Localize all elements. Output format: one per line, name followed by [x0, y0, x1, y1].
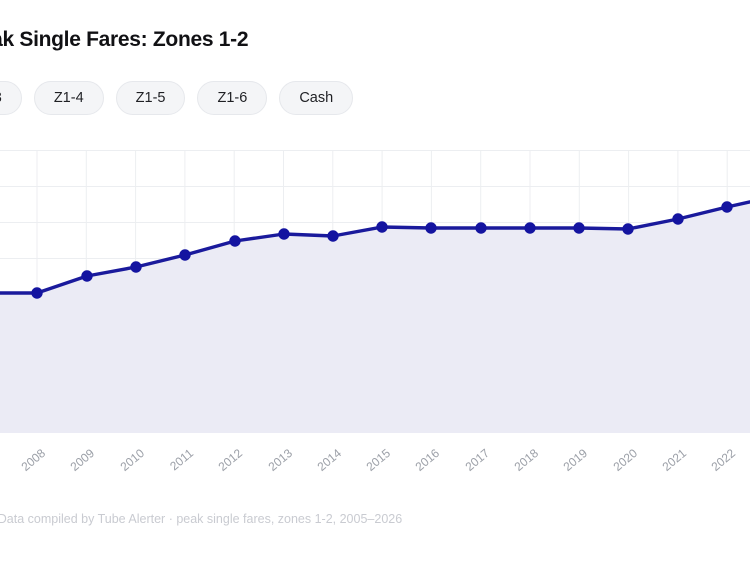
x-tick-label: 2017	[462, 446, 492, 474]
chip-z1-4[interactable]: Z1-4	[33, 81, 104, 115]
data-point-marker	[475, 222, 487, 234]
data-point-marker	[721, 201, 733, 213]
data-point-marker	[31, 287, 43, 299]
data-point-marker	[622, 223, 634, 235]
x-tick-label: 2012	[215, 446, 246, 474]
data-point-marker	[327, 230, 339, 242]
x-axis-tick-labels: 2008 2009 2010 2011 2012 2013 2014 2015 2016 2017…	[0, 434, 750, 490]
data-point-marker	[278, 228, 290, 240]
x-tick-label: 2014	[314, 446, 344, 474]
fares-line-chart[interactable]	[0, 150, 750, 434]
data-point-marker	[672, 213, 684, 225]
x-tick-label: 2013	[265, 446, 295, 474]
data-point-marker	[81, 270, 93, 282]
data-point-marker	[376, 221, 388, 233]
footer-credit: · Data compiled by Tube Alerter · peak s…	[0, 512, 403, 526]
x-tick-label: 2011	[167, 446, 196, 474]
data-point-marker	[229, 235, 241, 247]
chip-z1-3[interactable]: Z1-3	[0, 81, 22, 115]
x-tick-label: 2010	[117, 446, 147, 474]
data-point-marker	[130, 261, 142, 273]
chart-area-fill	[0, 201, 750, 433]
x-tick-label: 2019	[560, 446, 591, 474]
data-point-marker	[179, 249, 191, 261]
x-tick-label: 2015	[363, 446, 394, 474]
data-point-marker	[524, 222, 536, 234]
x-tick-label: 2018	[511, 446, 541, 474]
chart-svg	[0, 150, 750, 433]
data-point-marker	[573, 222, 585, 234]
chip-z1-6[interactable]: Z1-6	[197, 81, 268, 115]
x-tick-label: 2022	[708, 446, 739, 474]
chip-z1-5[interactable]: Z1-5	[115, 81, 186, 115]
x-tick-label: 2009	[67, 446, 98, 474]
x-tick-label: 2021	[659, 446, 689, 474]
x-tick-label: 2020	[610, 446, 640, 474]
chip-cash[interactable]: Cash	[279, 81, 354, 115]
fare-filter-chips: Z1-3 Z1-4 Z1-5 Z1-6 Cash	[0, 81, 354, 115]
page-title: Peak Single Fares: Zones 1-2	[0, 28, 249, 51]
chart-footer: co.uk · Data compiled by Tube Alerter · …	[0, 512, 750, 526]
x-tick-label: 2008	[18, 446, 48, 474]
chart-plot-area	[0, 150, 750, 433]
x-tick-label: 2016	[412, 446, 443, 474]
data-point-marker	[425, 222, 437, 234]
